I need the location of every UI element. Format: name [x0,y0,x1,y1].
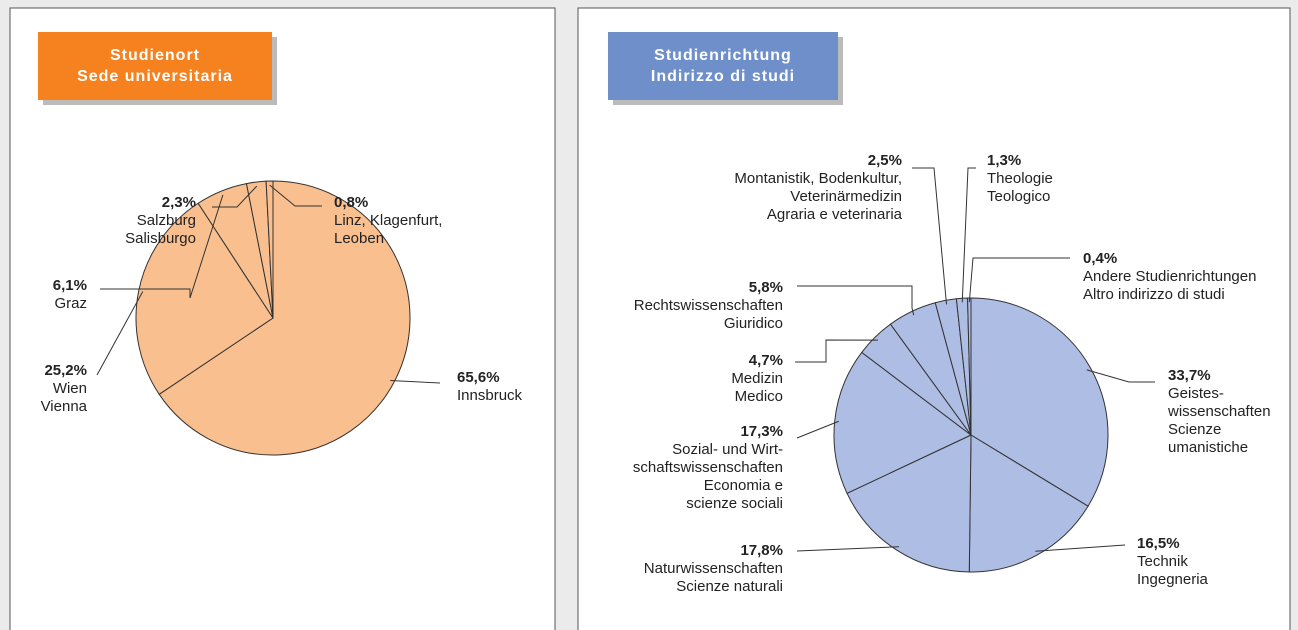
pie-slice [158,180,411,456]
pie-slice [968,434,1089,573]
category-label: Leoben [334,230,384,247]
pie-slice [970,297,1109,507]
chart-title: Studienort [110,47,200,64]
category-label: Montanistik, Bodenkultur, [734,170,902,187]
leader-line [795,339,878,363]
category-label: Rechtswissenschaften [634,297,783,314]
chart-title: Studienrichtung [654,47,792,64]
category-label: Scienze naturali [676,578,783,595]
category-label: Scienze [1168,421,1221,438]
title-box [608,32,838,100]
category-label: Geistes- [1168,385,1224,402]
category-label: Agraria e veterinaria [767,206,903,223]
value-label: 5,8% [749,279,783,296]
pie-slice [846,434,972,573]
pie-slice [265,180,274,319]
category-label: Sozial- und Wirt- [672,441,783,458]
category-label: Teologico [987,188,1050,205]
value-label: 4,7% [749,352,783,369]
leader-line [100,194,224,299]
category-label: schaftswissenschaften [633,459,783,476]
value-label: 2,3% [162,194,196,211]
category-label: Graz [54,295,87,312]
value-label: 17,3% [740,423,783,440]
category-label: Linz, Klagenfurt, [334,212,442,229]
value-label: 6,1% [53,277,87,294]
value-label: 0,8% [334,194,368,211]
value-label: 25,2% [44,362,87,379]
category-label: Technik [1137,553,1188,570]
leader-line [912,167,948,305]
category-label: Naturwissenschaften [644,560,783,577]
value-label: 0,4% [1083,250,1117,267]
category-label: Medico [735,388,783,405]
category-label: Wien [53,380,87,397]
value-label: 1,3% [987,152,1021,169]
category-label: Ingegneria [1137,571,1209,588]
category-label: Giuridico [724,315,783,332]
value-label: 2,5% [868,152,902,169]
category-label: Vienna [41,398,88,415]
leader-line [1035,544,1126,552]
leader-line [961,167,976,303]
leader-line [968,257,1070,303]
leader-line [96,291,144,376]
leader-line [797,285,915,316]
leader-line [796,420,840,439]
leader-line [212,185,258,208]
leader-line [390,380,441,384]
category-label: Altro indirizzo di studi [1083,286,1225,303]
chart-title: Sede universitaria [77,68,233,85]
value-label: 16,5% [1137,535,1180,552]
title-box [38,32,272,100]
category-label: Medizin [731,370,783,387]
category-label: Veterinärmedizin [790,188,902,205]
leader-line [1086,369,1155,383]
leader-line [269,184,322,207]
value-label: 17,8% [740,542,783,559]
category-label: Innsbruck [457,387,523,404]
chart-title: Indirizzo di studi [651,68,795,85]
category-label: Salisburgo [125,230,196,247]
category-label: Theologie [987,170,1053,187]
value-label: 65,6% [457,369,500,386]
category-label: Andere Studienrichtungen [1083,268,1256,285]
pie-slice [833,351,972,494]
category-label: scienze sociali [686,495,783,512]
category-label: wissenschaften [1167,403,1271,420]
category-label: umanistiche [1168,439,1248,456]
category-label: Salzburg [137,212,196,229]
pie-slice [135,202,274,395]
value-label: 33,7% [1168,367,1211,384]
category-label: Economia e [704,477,783,494]
leader-line [796,546,900,552]
